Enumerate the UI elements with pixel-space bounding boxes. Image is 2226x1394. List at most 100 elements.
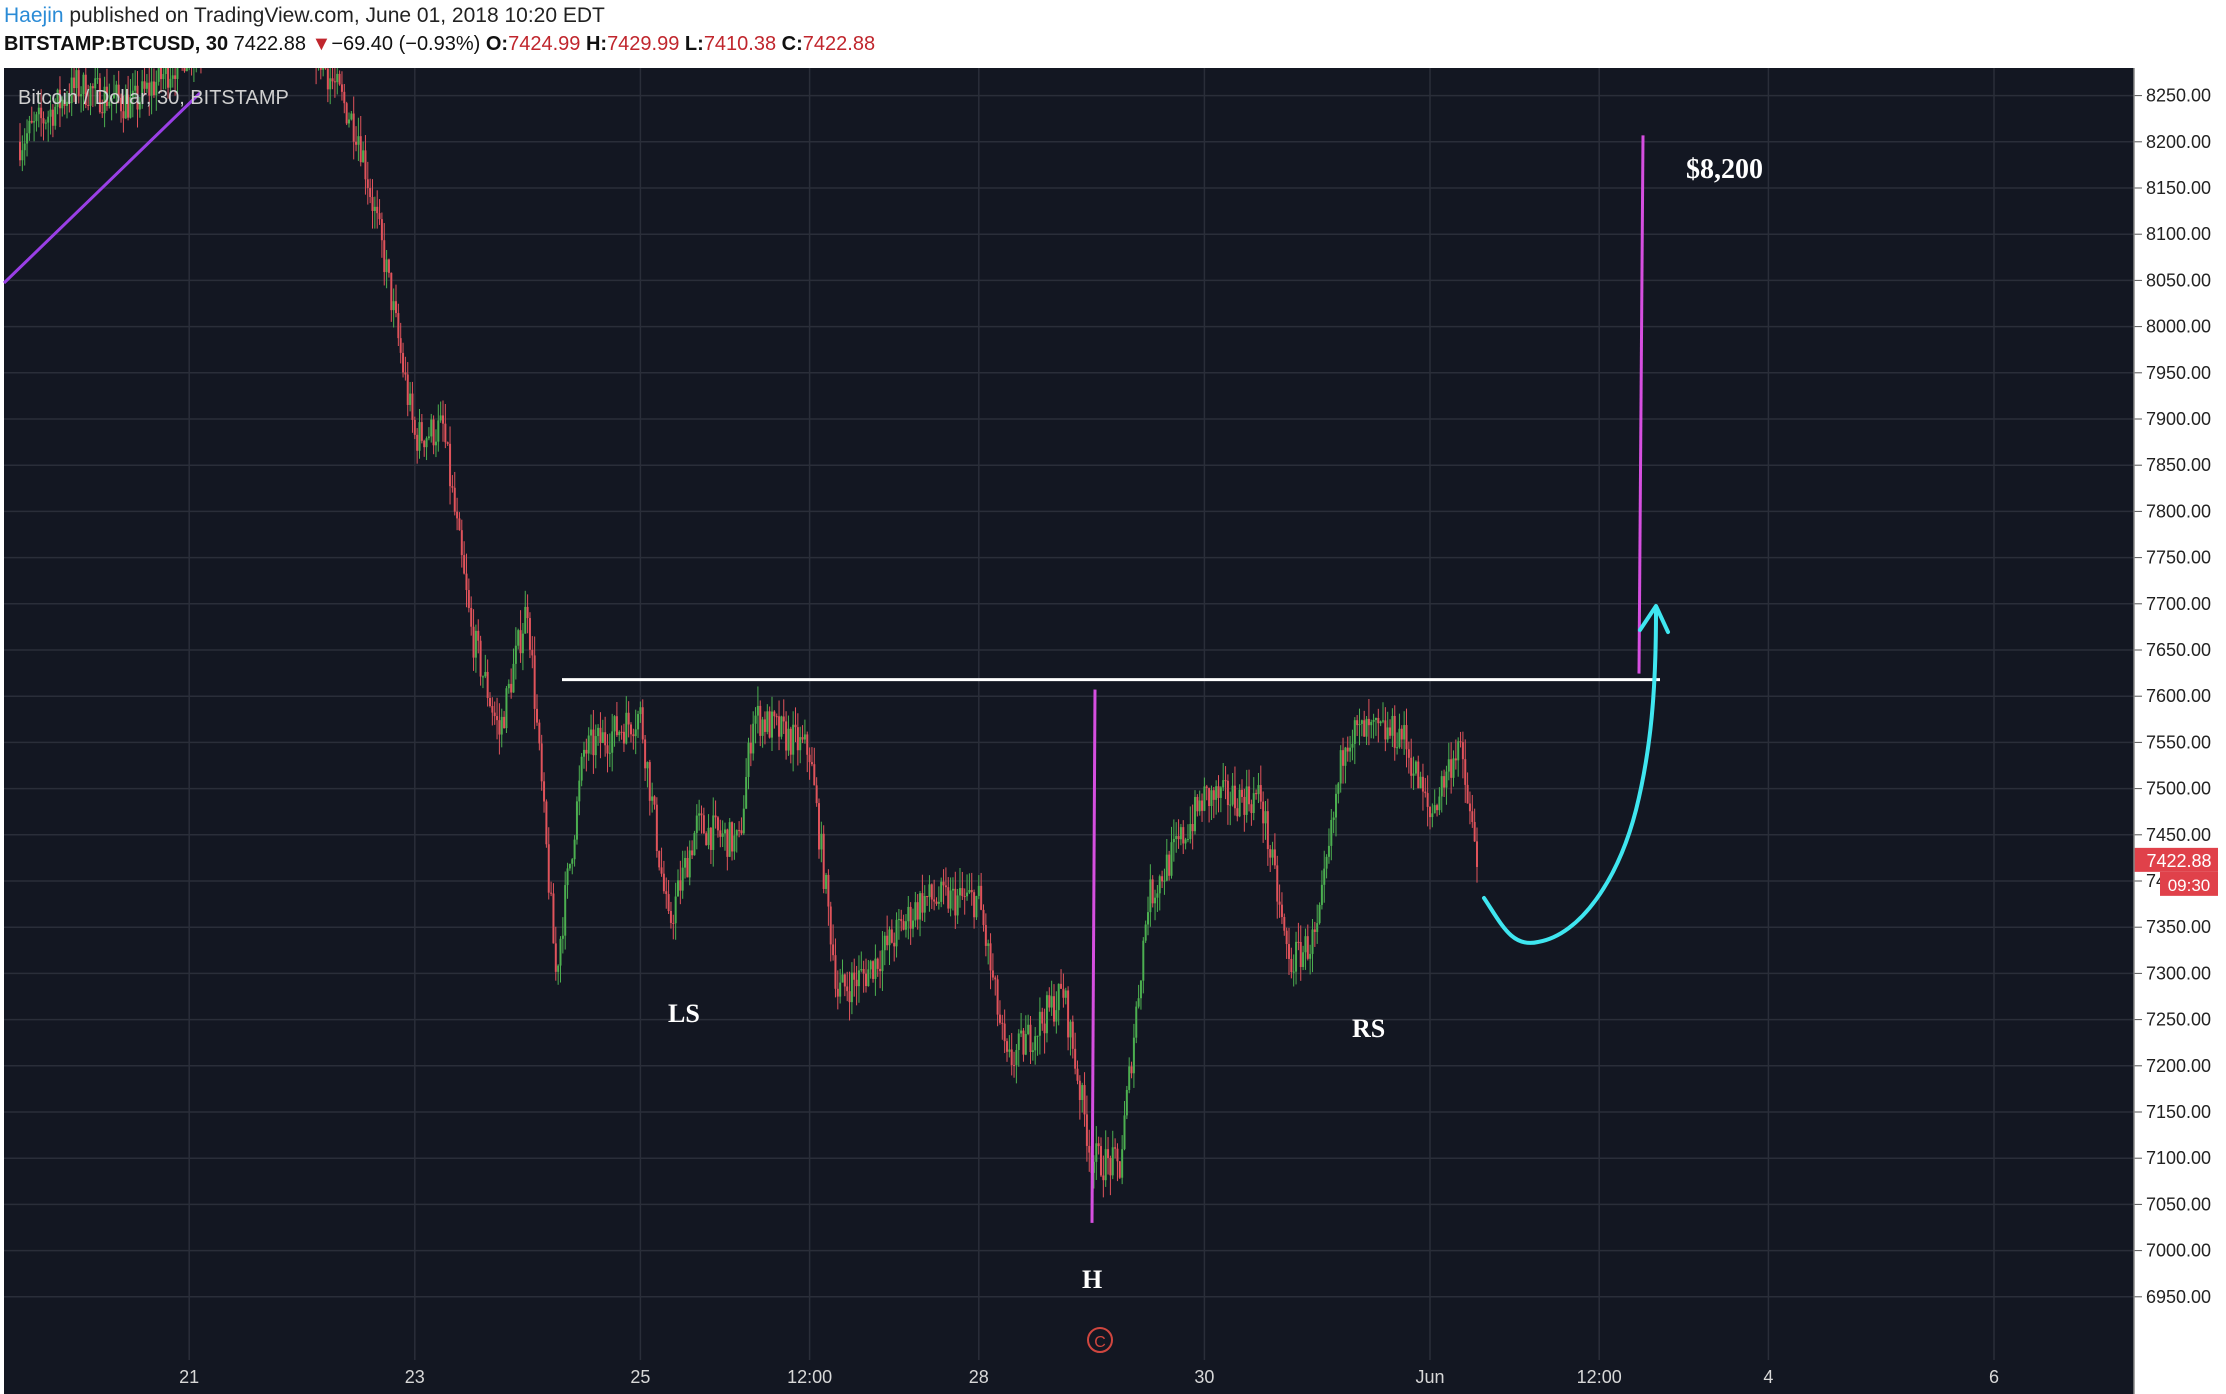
- candle: [926, 895, 929, 906]
- candle-body: [1224, 780, 1227, 782]
- candle: [1137, 984, 1140, 1009]
- candle: [606, 734, 609, 773]
- candle: [700, 805, 703, 834]
- candle-body: [794, 724, 797, 728]
- author-link[interactable]: Haejin: [4, 4, 64, 27]
- candle: [336, 68, 339, 95]
- candle-body: [411, 393, 414, 420]
- candle-body: [1034, 1036, 1037, 1051]
- candle: [538, 719, 541, 751]
- candle: [1280, 892, 1283, 925]
- candle: [1262, 791, 1265, 843]
- candle: [876, 957, 879, 977]
- candle-body: [1257, 785, 1260, 795]
- candle-body: [578, 780, 581, 802]
- candle: [933, 879, 936, 911]
- candle: [1022, 1027, 1025, 1062]
- candle-body: [709, 827, 712, 850]
- candle: [559, 936, 562, 983]
- candle: [893, 932, 896, 962]
- candle: [1088, 1129, 1091, 1172]
- candle-body: [641, 707, 644, 740]
- candle-body: [63, 99, 66, 106]
- y-tick-label: 7950.00: [2146, 363, 2211, 383]
- candle-body: [68, 101, 71, 104]
- candle: [942, 869, 945, 905]
- candle: [829, 901, 832, 962]
- candle-body: [1130, 1066, 1133, 1074]
- candle-body: [1302, 952, 1305, 968]
- candle-body: [1283, 917, 1286, 931]
- candle-body: [1330, 819, 1333, 846]
- candle: [193, 68, 195, 82]
- candle-body: [1078, 1080, 1081, 1100]
- candle-body: [134, 85, 137, 91]
- candle: [1457, 737, 1460, 777]
- candle: [472, 609, 475, 671]
- candle: [956, 888, 959, 925]
- candle-body: [338, 73, 341, 85]
- candle-body: [1196, 796, 1199, 812]
- candle-body: [1041, 1011, 1044, 1024]
- y-tick-label: 7500.00: [2146, 779, 2211, 799]
- candle-body: [982, 909, 985, 926]
- candle: [1142, 937, 1145, 994]
- candle: [599, 712, 602, 759]
- candle: [1400, 725, 1403, 749]
- price-chart[interactable]: 8300.008250.008200.008150.008100.008050.…: [0, 68, 2226, 1394]
- candle-body: [632, 734, 635, 737]
- candle-body: [942, 881, 945, 886]
- candle-body: [686, 857, 689, 878]
- candle-body: [75, 70, 78, 89]
- candle: [799, 726, 802, 764]
- candle-body: [387, 259, 390, 273]
- candle: [1269, 845, 1272, 873]
- candle-body: [507, 683, 510, 689]
- candle-body: [1184, 839, 1187, 844]
- candle-body: [980, 885, 983, 910]
- candle: [1264, 801, 1267, 840]
- candle-body: [1219, 787, 1222, 798]
- candle-body: [658, 851, 661, 868]
- candle: [881, 931, 884, 991]
- candle: [409, 382, 412, 412]
- candle-body: [1095, 1143, 1098, 1162]
- candle: [1238, 784, 1241, 818]
- candle-body: [1036, 1035, 1039, 1037]
- candle-body: [1358, 723, 1361, 726]
- down-arrow-icon: ▼: [311, 33, 332, 55]
- candle-body: [120, 97, 123, 112]
- candle: [451, 475, 454, 493]
- candle-body: [49, 109, 52, 117]
- candle: [1365, 716, 1368, 745]
- candle: [481, 675, 484, 689]
- candle-body: [1116, 1148, 1119, 1162]
- candle-body: [843, 974, 846, 987]
- candle: [1121, 1135, 1124, 1185]
- candle: [1208, 787, 1211, 823]
- candle: [1081, 1082, 1084, 1113]
- candle: [463, 541, 466, 575]
- candle-body: [1024, 1034, 1027, 1055]
- candle-body: [590, 729, 593, 736]
- candle: [608, 733, 611, 768]
- candle-body: [28, 120, 31, 134]
- candle: [185, 68, 188, 72]
- candle-body: [89, 86, 92, 106]
- candle-body: [726, 829, 729, 857]
- candle-body: [815, 785, 818, 804]
- candle-body: [536, 708, 538, 723]
- candle-body: [672, 922, 675, 924]
- candle: [660, 847, 663, 877]
- y-tick-label: 7750.00: [2146, 548, 2211, 568]
- candle: [1212, 787, 1215, 819]
- candle-body: [714, 815, 717, 818]
- candle-body: [1466, 784, 1469, 804]
- candle-body: [716, 817, 719, 831]
- candle-body: [101, 112, 104, 114]
- candle: [843, 973, 846, 997]
- candle: [573, 835, 576, 867]
- candle: [1288, 927, 1290, 975]
- price-change: −69.40 (−0.93%): [331, 33, 481, 55]
- candle-body: [1186, 839, 1189, 841]
